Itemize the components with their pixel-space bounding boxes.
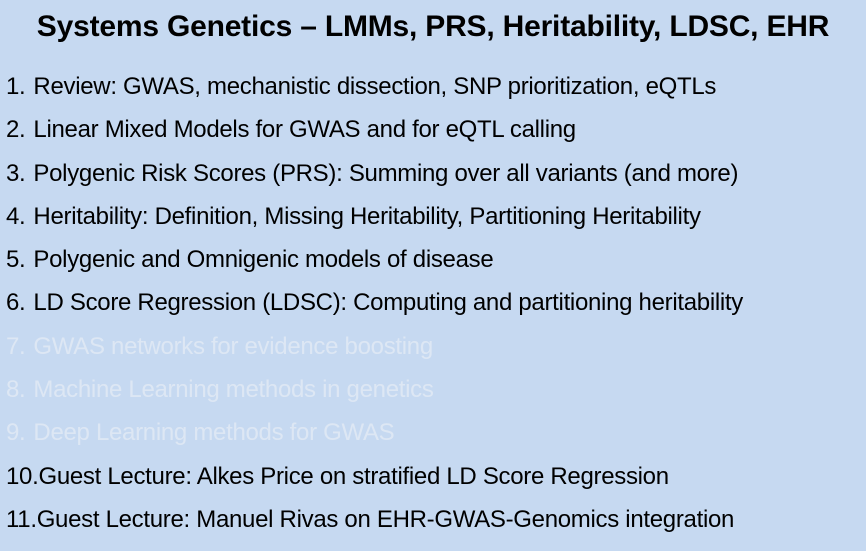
agenda-item-text: Review: GWAS, mechanistic dissection, SN… bbox=[33, 73, 717, 100]
agenda-item-number: 7. bbox=[6, 332, 26, 360]
agenda-item-text: Guest Lecture: Manuel Rivas on EHR-GWAS-… bbox=[36, 505, 735, 533]
agenda-item-number: 5. bbox=[6, 246, 26, 274]
agenda-item-number: 3. bbox=[6, 159, 26, 187]
agenda-item-number: 8. bbox=[6, 376, 26, 404]
agenda-item-number: 11. bbox=[6, 505, 37, 533]
agenda-item-text: Heritability: Definition, Missing Herita… bbox=[33, 202, 701, 230]
agenda-item-6: 6. LD Score Regression (LDSC): Computing … bbox=[6, 281, 862, 324]
agenda-item-9: 9. Deep Learning methods for GWAS bbox=[6, 411, 862, 454]
agenda-item-text: Guest Lecture: Alkes Price on stratified… bbox=[38, 462, 669, 490]
agenda-item-text: Polygenic Risk Scores (PRS): Summing ove… bbox=[33, 159, 739, 187]
agenda-item-7: 7. GWAS networks for evidence boosting bbox=[6, 325, 862, 368]
agenda-item-text: Deep Learning methods for GWAS bbox=[33, 419, 395, 447]
agenda-item-5: 5. Polygenic and Omnigenic models of dise… bbox=[6, 238, 862, 281]
agenda-item-number: 9. bbox=[6, 419, 26, 447]
agenda-item-number: 4. bbox=[6, 202, 26, 230]
agenda-item-2: 2. Linear Mixed Models for GWAS and for e… bbox=[6, 108, 862, 151]
agenda-item-4: 4. Heritability: Definition, Missing Heri… bbox=[6, 195, 862, 238]
agenda-item-8: 8. Machine Learning methods in genetics bbox=[6, 368, 862, 411]
agenda-item-text: Machine Learning methods in genetics bbox=[33, 376, 434, 404]
slide-title: Systems Genetics – LMMs, PRS, Heritabili… bbox=[36, 10, 830, 43]
agenda-item-text: Polygenic and Omnigenic models of diseas… bbox=[33, 246, 494, 274]
agenda-item-1: 1. Review: GWAS, mechanistic dissection, … bbox=[6, 65, 862, 108]
agenda-item-11: 11.Guest Lecture: Manuel Rivas on EHR-GW… bbox=[6, 498, 862, 541]
agenda-list: 1. Review: GWAS, mechanistic dissection, … bbox=[6, 65, 862, 541]
agenda-item-10: 10.Guest Lecture: Alkes Price on stratif… bbox=[6, 455, 862, 498]
agenda-item-number: 6. bbox=[6, 289, 26, 317]
agenda-item-number: 1. bbox=[6, 73, 26, 100]
agenda-item-number: 2. bbox=[6, 116, 26, 144]
agenda-item-text: Linear Mixed Models for GWAS and for eQT… bbox=[33, 116, 576, 144]
agenda-item-number: 10. bbox=[6, 462, 39, 490]
agenda-item-text: LD Score Regression (LDSC): Computing an… bbox=[33, 289, 744, 317]
agenda-item-3: 3. Polygenic Risk Scores (PRS): Summing o… bbox=[6, 152, 862, 195]
agenda-item-text: GWAS networks for evidence boosting bbox=[33, 332, 433, 360]
